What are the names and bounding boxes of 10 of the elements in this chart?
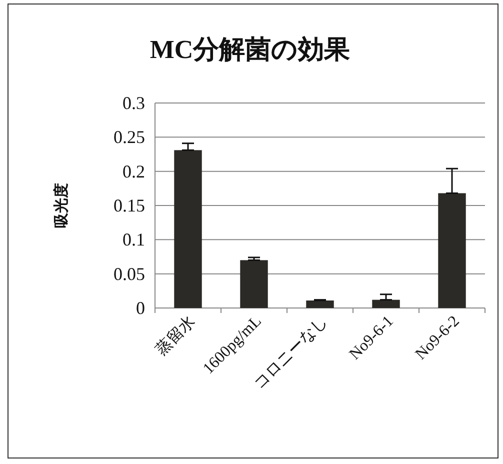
y-tick-label: 0.15 xyxy=(114,196,145,216)
chart-title: MC分解菌の効果 xyxy=(150,35,350,64)
y-tick-label: 0.3 xyxy=(122,93,145,113)
y-axis-title: 吸光度 xyxy=(52,183,70,228)
y-tick-label: 0 xyxy=(136,298,145,318)
y-tick-label: 0.1 xyxy=(122,230,145,250)
y-tick-label: 0.05 xyxy=(114,264,145,284)
y-tick-label: 0.2 xyxy=(122,161,145,182)
y-tick-label: 0.25 xyxy=(114,127,145,148)
x-tick-label: 蒸留水 xyxy=(152,312,199,359)
